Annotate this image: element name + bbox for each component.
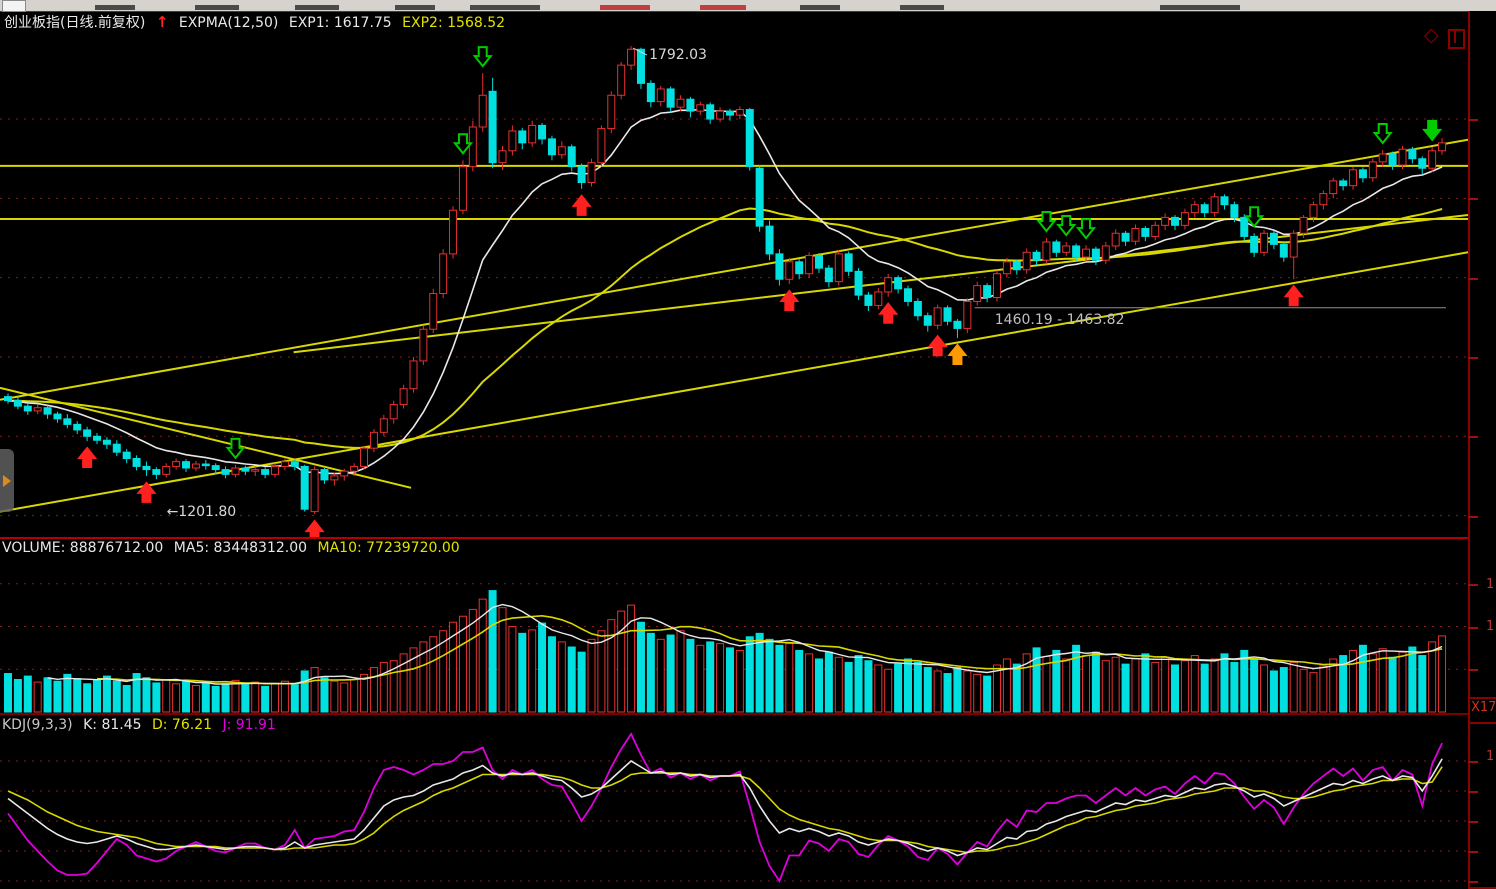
menu-text-fragment	[95, 5, 135, 10]
peak-pointer-line	[632, 47, 648, 56]
axis-tick	[1468, 851, 1478, 853]
volume-header: VOLUME: 88876712.00 MA5: 83448312.00 MA1…	[2, 540, 466, 556]
kdj-axis-label: 1	[1486, 749, 1495, 764]
main-chart-header: 创业板指(日线.前复权) ↑ EXPMA(12,50) EXP1: 1617.7…	[4, 14, 511, 31]
expma-label: EXPMA(12,50)	[178, 15, 279, 31]
expand-arrow-icon	[3, 475, 11, 487]
kdj-label: KDJ(9,3,3)	[2, 717, 73, 733]
menu-text-fragment	[1160, 5, 1240, 10]
exp1-line	[7, 108, 1443, 475]
low-price-annotation: ←1201.80	[166, 504, 237, 521]
axis-tick	[1468, 626, 1478, 629]
sell-signal-arrow	[1372, 122, 1393, 145]
kdj-header: KDJ(9,3,3) K: 81.45 D: 76.21 J: 91.91	[2, 717, 282, 733]
sell-signal-arrow	[1422, 119, 1443, 142]
menu-bar[interactable]	[0, 0, 1496, 12]
volume-value: VOLUME: 88876712.00	[2, 540, 164, 556]
menu-text-fragment	[395, 5, 435, 10]
main-chart-panel: 创业板指(日线.前复权) ↑ EXPMA(12,50) EXP1: 1617.7…	[0, 12, 1468, 537]
diamond-tool-icon[interactable]: ◇	[1424, 24, 1439, 46]
buy-signal-arrow	[571, 194, 592, 216]
sell-signal-arrow	[225, 437, 246, 460]
up-arrow-icon: ↑	[155, 13, 169, 31]
multiplier-box-top	[1468, 697, 1496, 699]
sell-signal-arrow	[1075, 218, 1097, 240]
buy-signal-arrow	[136, 481, 157, 503]
volume-panel: VOLUME: 88876712.00 MA5: 83448312.00 MA1…	[0, 539, 1468, 713]
volume-baseline-separator	[0, 713, 1468, 715]
right-price-axis: 1 1 X17 1	[1468, 11, 1496, 889]
buy-signal-arrow	[947, 343, 968, 365]
main-chart-canvas[interactable]	[0, 12, 1468, 537]
sell-signal-arrow	[1056, 214, 1077, 237]
buy-signal-arrow	[779, 289, 800, 312]
kdj-j-value: J: 91.91	[222, 717, 276, 733]
sell-signal-arrow	[1244, 206, 1265, 228]
candles-layer	[4, 46, 1447, 515]
menu-text-fragment	[700, 5, 746, 10]
sell-signal-arrow	[452, 133, 474, 155]
kdj-j-line	[7, 732, 1443, 883]
split-window-divider	[1454, 31, 1456, 43]
buy-signal-arrow	[304, 519, 325, 537]
axis-tick	[1468, 881, 1478, 883]
axis-tick	[1468, 356, 1478, 359]
axis-tick	[1468, 583, 1478, 586]
kdj-panel: KDJ(9,3,3) K: 81.45 D: 76.21 J: 91.91	[0, 716, 1468, 889]
volume-ma5-line	[47, 603, 1443, 685]
axis-tick	[1468, 198, 1478, 201]
sell-signal-arrow	[1036, 211, 1057, 233]
peak-price-annotation: 1792.03	[649, 47, 707, 64]
buy-signal-arrow	[927, 334, 948, 357]
axis-border-line	[1468, 11, 1470, 889]
axis-tick	[1468, 821, 1478, 823]
exp2-line	[7, 207, 1443, 449]
menu-text-fragment	[295, 5, 339, 10]
sidebar-expand-toggle[interactable]	[0, 449, 14, 512]
kdj-k-value: K: 81.45	[83, 717, 142, 733]
volume-ma10-value: MA10: 77239720.00	[317, 540, 460, 556]
kdj-chart-canvas[interactable]	[0, 716, 1468, 889]
signal-arrows	[77, 46, 1443, 537]
multiplier-box-bottom	[1468, 722, 1496, 724]
axis-tick	[1468, 791, 1478, 793]
exp1-value: EXP1: 1617.75	[288, 15, 392, 31]
axis-bottom-line	[1468, 887, 1496, 889]
buy-signal-arrow	[77, 446, 98, 469]
volume-ma5-value: MA5: 83448312.00	[173, 540, 308, 556]
axis-tick	[1468, 669, 1478, 672]
buy-signal-arrow	[1283, 284, 1304, 307]
volume-axis-label: 1	[1486, 619, 1495, 634]
volume-chart-canvas[interactable]	[0, 539, 1468, 713]
volume-bars	[4, 590, 1447, 713]
axis-tick	[1468, 119, 1478, 122]
axis-tick	[1468, 436, 1478, 439]
menu-text-fragment	[900, 5, 944, 10]
axis-tick	[1468, 515, 1478, 518]
exp2-value: EXP2: 1568.52	[402, 15, 506, 31]
volume-axis-label: 1	[1486, 577, 1495, 592]
kdj-k-line	[7, 758, 1443, 857]
menu-text-fragment	[800, 5, 840, 10]
trendlines	[0, 138, 1468, 513]
axis-tick	[1468, 277, 1478, 280]
window-menu-icon[interactable]	[2, 0, 26, 12]
axis-tick	[1468, 761, 1478, 763]
gap-range-annotation: 1460.19 - 1463.82	[994, 311, 1125, 328]
kdj-d-value: D: 76.21	[151, 717, 213, 733]
volume-multiplier-label: X17	[1471, 700, 1496, 715]
buy-signal-arrow	[878, 302, 899, 324]
menu-text-fragment	[600, 5, 650, 10]
kdj-d-line	[7, 766, 1443, 854]
split-window-icon[interactable]	[1448, 29, 1465, 49]
instrument-title: 创业板指(日线.前复权)	[4, 15, 146, 31]
menu-text-fragment	[195, 5, 239, 10]
panel-separator[interactable]	[0, 537, 1496, 539]
menu-text-fragment	[470, 5, 540, 10]
sell-signal-arrow	[472, 46, 493, 68]
